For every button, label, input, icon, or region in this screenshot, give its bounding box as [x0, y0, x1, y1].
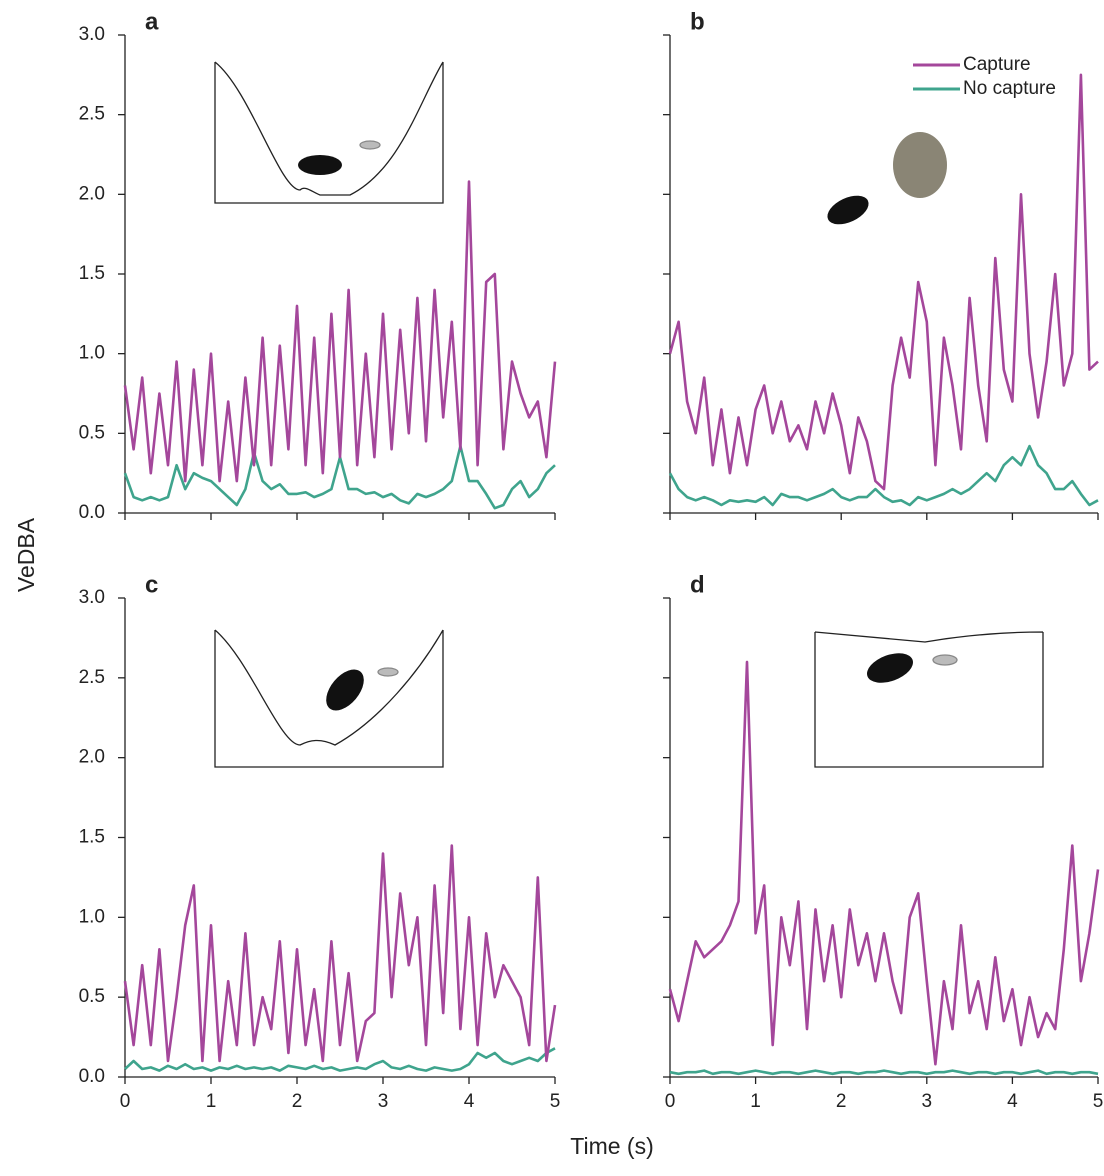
- series-line: [124, 1047, 556, 1072]
- y-tick-label: 0.5: [79, 422, 105, 443]
- y-tick-label: 1.0: [79, 906, 105, 927]
- y-tick-label: 2.0: [79, 183, 105, 204]
- inset-c: [214, 629, 444, 768]
- x-tick-label: 4: [1007, 1091, 1018, 1112]
- x-tick-label: 2: [292, 1091, 303, 1112]
- legend-label: No capture: [963, 78, 1056, 99]
- x-tick-label: 0: [665, 1091, 676, 1112]
- y-tick-label: 1.0: [79, 343, 105, 364]
- y-tick-label: 3.0: [79, 587, 105, 608]
- y-tick-label: 2.0: [79, 747, 105, 768]
- panel-label: d: [690, 571, 705, 598]
- y-tick-label: 2.5: [79, 104, 105, 125]
- series-line: [123, 844, 557, 1063]
- x-tick-label: 1: [206, 1091, 217, 1112]
- inset-d: [814, 631, 1044, 768]
- x-tick-label: 2: [836, 1091, 847, 1112]
- y-tick-label: 0.0: [79, 502, 105, 523]
- x-tick-label: 1: [750, 1091, 761, 1112]
- panel-label: b: [690, 8, 705, 35]
- x-tick-label: 4: [464, 1091, 475, 1112]
- y-tick-label: 3.0: [79, 24, 105, 45]
- series-line: [668, 73, 1099, 491]
- x-tick-label: 5: [1093, 1091, 1104, 1112]
- inset-b: [827, 132, 947, 225]
- x-tick-label: 5: [550, 1091, 561, 1112]
- series-line: [668, 444, 1099, 507]
- x-tick-label: 3: [922, 1091, 933, 1112]
- x-tick-label: 0: [120, 1091, 131, 1112]
- y-tick-label: 1.5: [79, 827, 105, 848]
- panel-label: a: [145, 8, 159, 35]
- y-tick-label: 2.5: [79, 667, 105, 688]
- panel-label: c: [145, 571, 158, 598]
- legend-label: Capture: [963, 54, 1031, 75]
- series-line: [669, 1069, 1099, 1076]
- x-axis-title: Time (s): [570, 1133, 653, 1159]
- inset-a: [214, 61, 444, 204]
- y-axis-title: VeDBA: [13, 517, 39, 592]
- y-tick-label: 0.0: [79, 1066, 105, 1087]
- series-line: [123, 180, 557, 483]
- y-tick-label: 0.5: [79, 986, 105, 1007]
- y-tick-label: 1.5: [79, 263, 105, 284]
- series-line: [668, 660, 1100, 1066]
- x-tick-label: 3: [378, 1091, 389, 1112]
